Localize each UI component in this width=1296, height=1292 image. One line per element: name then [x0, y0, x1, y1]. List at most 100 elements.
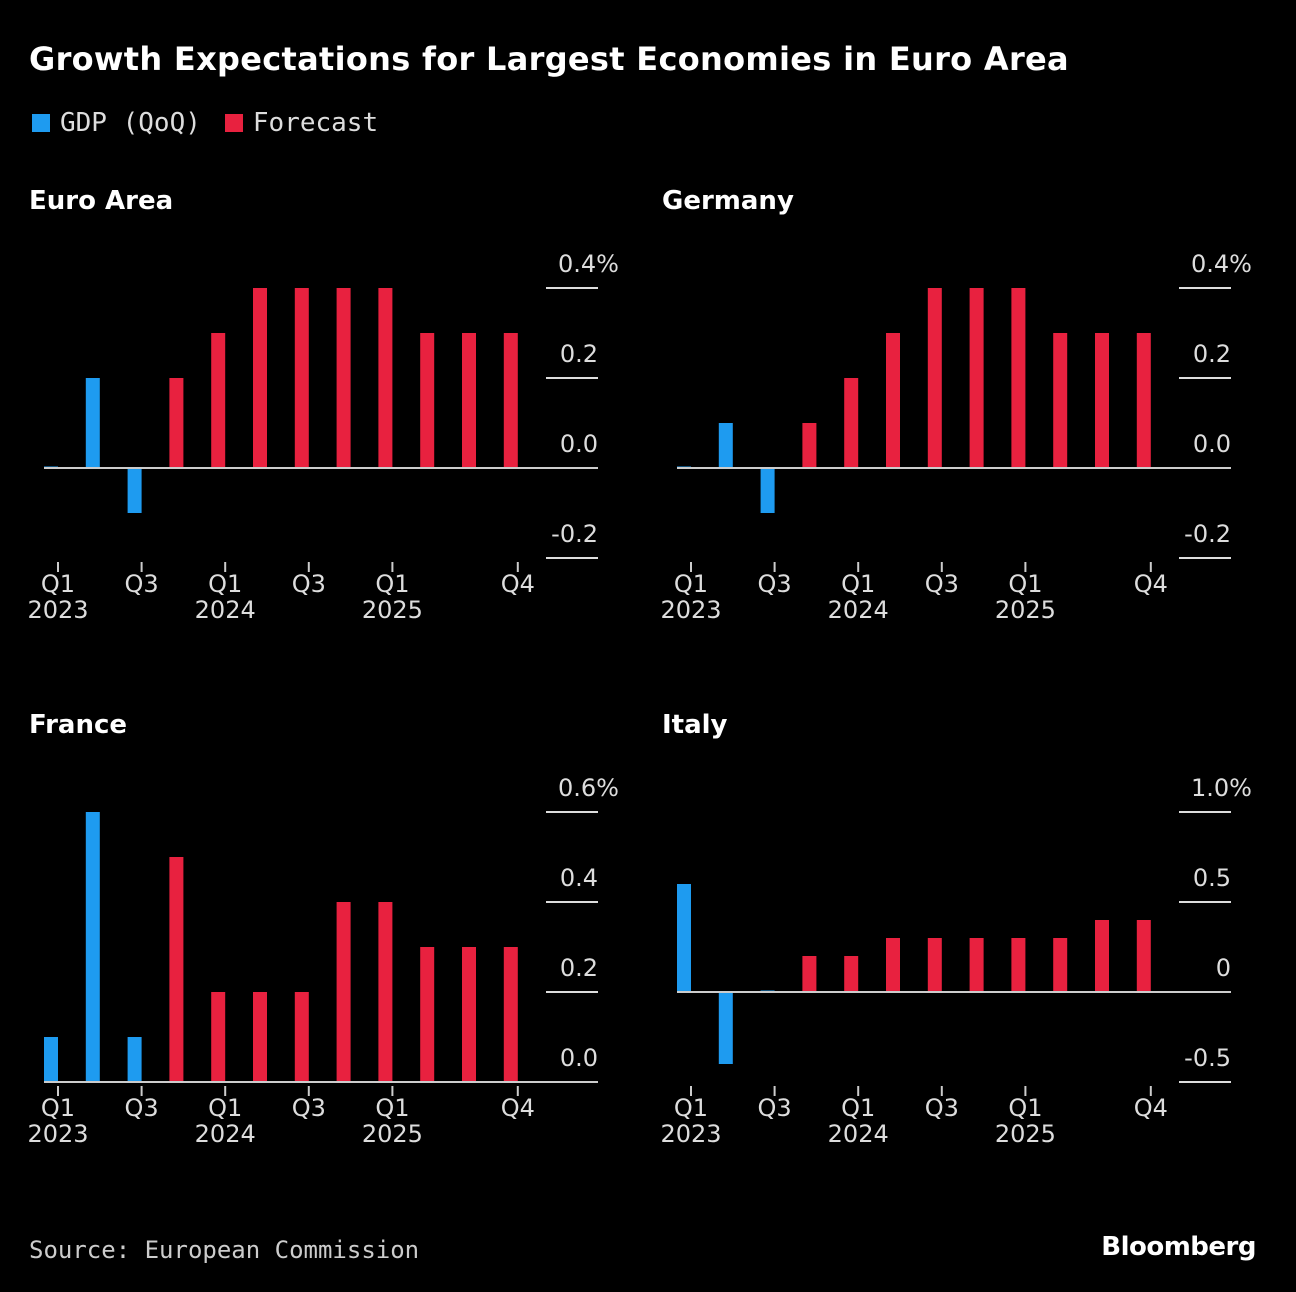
- italy-bar-q3-2024: [927, 938, 942, 992]
- panel-title-france: France: [29, 710, 128, 740]
- legend-swatch-gdp: [32, 114, 50, 132]
- legend-item-forecast: Forecast: [224, 108, 379, 138]
- italy-bar-q3-2025: [1095, 920, 1109, 992]
- france-xtick-quarter: Q1: [208, 1094, 242, 1122]
- italy-bar-q4-2023: [802, 956, 817, 992]
- italy-xtick-quarter: Q3: [758, 1094, 792, 1122]
- germany-bar-q3-2025: [1095, 333, 1109, 468]
- euro-area-xtick-year: 2025: [362, 596, 423, 624]
- germany-xtick-year: 2025: [995, 596, 1056, 624]
- euro-area-bar-q1-2024: [211, 333, 226, 468]
- legend-label-gdp: GDP (QoQ): [60, 108, 201, 138]
- germany-ytick-label: -0.2: [1184, 520, 1231, 548]
- france-xtick-quarter: Q4: [501, 1094, 535, 1122]
- italy-bar-q2-2024: [886, 938, 900, 992]
- france-ytick-label: 0.0: [560, 1044, 598, 1072]
- euro-area-ytick-label: 0.0: [560, 430, 598, 458]
- france-bar-q1-2023: [44, 1037, 58, 1082]
- italy-bar-q4-2025: [1136, 920, 1151, 992]
- france-bar-q2-2025: [420, 947, 435, 1082]
- germany-xtick-quarter: Q1: [841, 570, 875, 598]
- germany-xtick-quarter: Q4: [1134, 570, 1168, 598]
- france-bar-q4-2024: [336, 902, 351, 1082]
- euro-area-bar-q3-2023: [127, 468, 142, 513]
- germany-bar-q1-2025: [1011, 288, 1026, 468]
- germany-bar-q2-2024: [886, 333, 900, 468]
- bloomberg-logo: Bloomberg: [1101, 1232, 1256, 1262]
- euro-area-xtick-quarter: Q1: [208, 570, 242, 598]
- france-bar-q4-2025: [503, 947, 518, 1082]
- italy-bar-q1-2024: [844, 956, 859, 992]
- legend: GDP (QoQ) Forecast: [32, 108, 402, 138]
- germany-bar-q2-2023: [718, 423, 733, 468]
- euro-area-bar-q3-2025: [462, 333, 476, 468]
- germany-xtick-quarter: Q1: [674, 570, 708, 598]
- italy-xtick-quarter: Q1: [674, 1094, 708, 1122]
- italy-bar-q4-2024: [969, 938, 984, 992]
- chart-title: Growth Expectations for Largest Economie…: [29, 40, 1069, 78]
- euro-area-xtick-quarter: Q1: [41, 570, 75, 598]
- source-note: Source: European Commission: [29, 1236, 420, 1264]
- germany-ytick-label: 0.4%: [1191, 250, 1252, 278]
- france-bar-q4-2023: [169, 857, 184, 1082]
- germany-bar-q4-2023: [802, 423, 817, 468]
- germany-bar-q4-2025: [1136, 333, 1151, 468]
- germany-bar-q3-2024: [927, 288, 942, 468]
- euro-area-xtick-quarter: Q3: [292, 570, 326, 598]
- euro-area-xtick-quarter: Q3: [125, 570, 159, 598]
- france-bar-q1-2024: [211, 992, 226, 1082]
- euro-area-bar-q4-2023: [169, 378, 184, 468]
- italy-ytick-label: 1.0%: [1191, 774, 1252, 802]
- france-bar-q2-2023: [85, 812, 100, 1082]
- france-xtick-quarter: Q1: [41, 1094, 75, 1122]
- italy-xtick-quarter: Q4: [1134, 1094, 1168, 1122]
- germany-xtick-year: 2024: [828, 596, 889, 624]
- panel-title-germany: Germany: [662, 186, 794, 216]
- italy-xtick-quarter: Q1: [841, 1094, 875, 1122]
- italy-xtick-year: 2024: [828, 1120, 889, 1148]
- france-bar-q3-2024: [294, 992, 309, 1082]
- germany-bar-q1-2024: [844, 378, 859, 468]
- germany-xtick-quarter: Q1: [1008, 570, 1042, 598]
- france-ytick-label: 0.6%: [558, 774, 619, 802]
- italy-xtick-year: 2025: [995, 1120, 1056, 1148]
- euro-area-bar-q2-2025: [420, 333, 435, 468]
- italy-xtick-quarter: Q1: [1008, 1094, 1042, 1122]
- euro-area-xtick-year: 2023: [27, 596, 88, 624]
- france-bar-q3-2025: [462, 947, 476, 1082]
- france-xtick-year: 2025: [362, 1120, 423, 1148]
- france-ytick-label: 0.4: [560, 864, 598, 892]
- italy-xtick-year: 2023: [660, 1120, 721, 1148]
- euro-area-bar-q1-2025: [378, 288, 393, 468]
- germany-xtick-quarter: Q3: [925, 570, 959, 598]
- france-bar-q3-2023: [127, 1037, 142, 1082]
- euro-area-xtick-quarter: Q4: [501, 570, 535, 598]
- euro-area-bar-q3-2024: [294, 288, 309, 468]
- germany-bar-q3-2023: [760, 468, 775, 513]
- euro-area-ytick-label: 0.4%: [558, 250, 619, 278]
- italy-bar-q1-2025: [1011, 938, 1026, 992]
- panel-title-euro-area: Euro Area: [29, 186, 174, 216]
- legend-item-gdp: GDP (QoQ): [32, 108, 201, 138]
- euro-area-ytick-label: 0.2: [560, 340, 598, 368]
- france-xtick-year: 2023: [27, 1120, 88, 1148]
- italy-bar-q2-2023: [718, 992, 733, 1064]
- germany-xtick-year: 2023: [660, 596, 721, 624]
- italy-xtick-quarter: Q3: [925, 1094, 959, 1122]
- legend-label-forecast: Forecast: [252, 108, 379, 138]
- legend-swatch-forecast: [224, 114, 243, 132]
- euro-area-bar-q2-2024: [253, 288, 267, 468]
- germany-ytick-label: 0.2: [1193, 340, 1231, 368]
- germany-bar-q2-2025: [1053, 333, 1068, 468]
- euro-area-bar-q4-2024: [336, 288, 351, 468]
- france-xtick-quarter: Q3: [125, 1094, 159, 1122]
- france-bar-q1-2025: [378, 902, 393, 1082]
- italy-ytick-label: 0.5: [1193, 864, 1231, 892]
- euro-area-xtick-quarter: Q1: [375, 570, 409, 598]
- france-xtick-quarter: Q3: [292, 1094, 326, 1122]
- france-xtick-quarter: Q1: [375, 1094, 409, 1122]
- germany-bar-q4-2024: [969, 288, 984, 468]
- euro-area-bar-q2-2023: [85, 378, 100, 468]
- italy-bar-q2-2025: [1053, 938, 1068, 992]
- germany-xtick-quarter: Q3: [758, 570, 792, 598]
